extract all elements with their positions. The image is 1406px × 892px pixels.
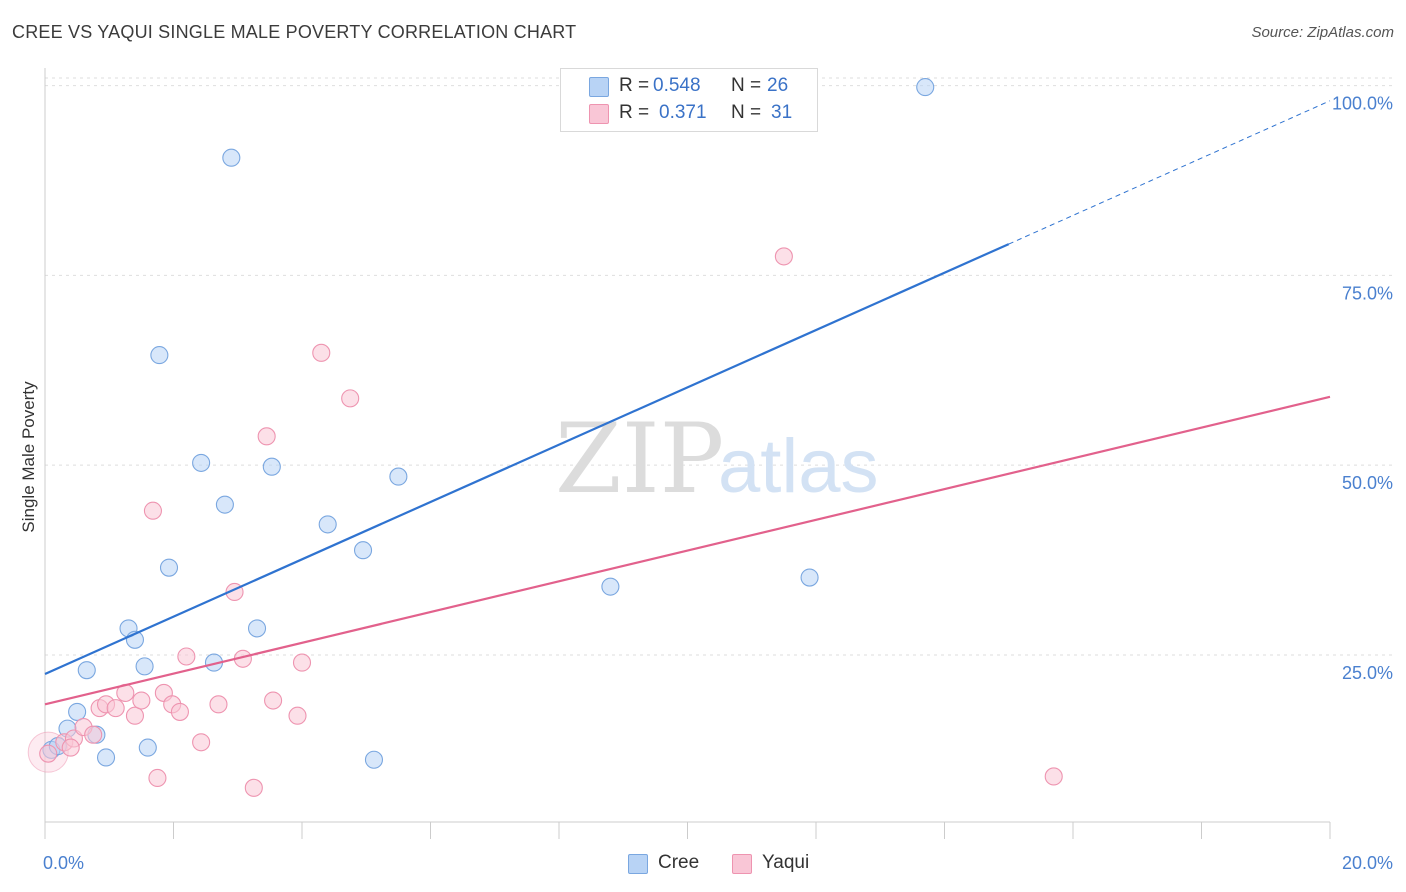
yaqui-point <box>192 733 211 752</box>
cree-point <box>353 541 373 560</box>
yaqui-point <box>244 778 263 797</box>
stats-legend: R = 0.548 N = 26 R = 0.371 N = 31 <box>560 68 818 132</box>
yaqui-point <box>209 695 228 714</box>
points-layer <box>27 78 1063 797</box>
watermark: ZIP atlas <box>555 403 879 515</box>
grid-layer <box>45 77 1392 656</box>
legend-r-label: R = <box>619 102 650 123</box>
yaqui-point <box>170 702 189 721</box>
yaqui-point <box>84 725 103 744</box>
yaqui-point <box>61 738 80 757</box>
x-tick-label: 0.0% <box>43 853 84 873</box>
cree-trend-extension <box>1008 100 1331 245</box>
yaqui-point <box>39 744 58 763</box>
yaqui-trend-line <box>44 395 1331 706</box>
yaqui-point <box>125 706 144 725</box>
y-tick-label: 75.0% <box>1342 283 1393 303</box>
legend-r-label: R = <box>619 75 650 96</box>
legend-n-label: N = <box>731 102 762 123</box>
cree-point <box>138 738 157 757</box>
watermark-zip: ZIP <box>555 403 724 515</box>
legend-row-cree: R = 0.548 N = 26 <box>561 73 817 99</box>
legend-n-value: 31 <box>771 102 793 123</box>
yaqui-point <box>148 768 167 788</box>
bottom-legend-label-cree: Cree <box>658 852 700 873</box>
yaqui-point <box>292 653 312 672</box>
legend-r-value: 0.371 <box>659 102 707 123</box>
bottom-legend-label-yaqui: Yaqui <box>762 852 810 873</box>
yaqui-point <box>257 427 276 446</box>
yaqui-point <box>1044 767 1063 786</box>
cree-point <box>916 78 935 97</box>
bottom-legend-swatch-cree <box>628 854 648 874</box>
cree-point <box>96 748 116 767</box>
legend-n-value: 26 <box>767 75 789 96</box>
yaqui-point <box>177 647 196 666</box>
cree-point <box>150 346 169 365</box>
cree-point <box>262 457 281 476</box>
legend-swatch-cree <box>589 77 609 97</box>
yaqui-point <box>312 343 331 362</box>
source-label: Source: ZipAtlas.com <box>1251 24 1394 41</box>
trend-layer <box>44 100 1331 706</box>
cree-point <box>77 661 96 680</box>
yaqui-point <box>106 699 125 718</box>
cree-point <box>192 453 211 472</box>
yaqui-point <box>264 691 283 710</box>
cree-point <box>364 750 384 769</box>
cree-point <box>800 568 819 587</box>
watermark-atlas: atlas <box>718 424 879 509</box>
cree-point <box>68 702 87 721</box>
cree-point <box>215 495 234 514</box>
legend-row-yaqui: R = 0.371 N = 31 <box>561 100 817 126</box>
y-tick-label: 100.0% <box>1332 94 1393 114</box>
y-tick-label: 50.0% <box>1342 473 1393 493</box>
x-tick-label: 20.0% <box>1342 853 1393 873</box>
cree-point <box>135 657 154 676</box>
legend-n-label: N = <box>731 75 762 96</box>
bottom-legend-swatch-yaqui <box>732 854 752 874</box>
yaqui-point <box>132 691 151 710</box>
cree-point <box>318 515 337 534</box>
cree-point <box>222 148 241 167</box>
yaqui-point <box>774 247 793 266</box>
cree-point <box>159 558 179 577</box>
chart-title: CREE VS YAQUI SINGLE MALE POVERTY CORREL… <box>12 22 577 42</box>
legend-r-value: 0.548 <box>653 75 701 96</box>
yaqui-point <box>341 389 360 408</box>
cree-point <box>247 619 267 638</box>
yaqui-point <box>288 706 307 725</box>
cree-point <box>601 577 620 596</box>
cree-trend-line <box>44 243 1010 675</box>
y-tick-label: 25.0% <box>1342 663 1393 683</box>
yaqui-point <box>143 501 162 520</box>
cree-point <box>389 467 408 486</box>
y-axis-label: Single Male Poverty <box>19 381 38 533</box>
axis-layer: 25.0% 50.0% 75.0% 100.0% 0.0% 20.0% <box>43 68 1393 873</box>
legend-swatch-yaqui <box>589 104 609 124</box>
